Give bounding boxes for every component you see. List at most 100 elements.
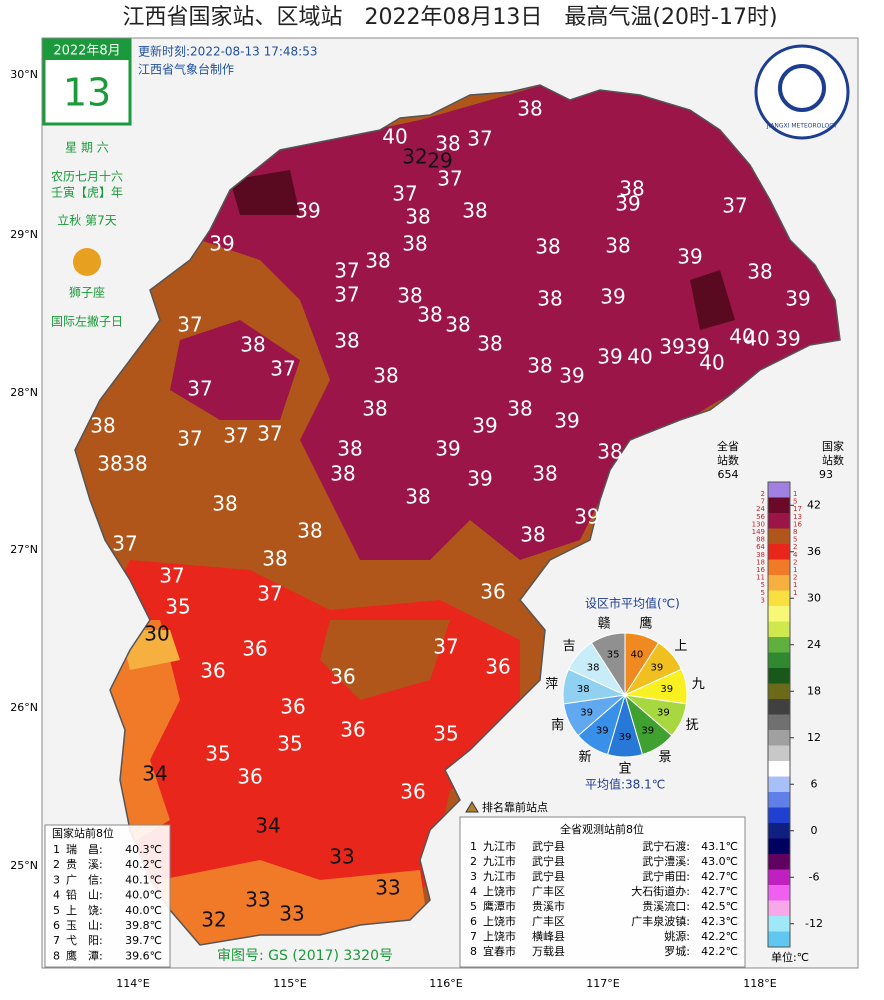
lon-label: 118°E (743, 977, 776, 990)
lat-label: 30°N (10, 68, 38, 81)
temperature-value: 38 (334, 329, 359, 353)
temperature-value: 40 (382, 125, 407, 149)
province-count: 11 (756, 574, 765, 582)
national-count: 2 (793, 543, 797, 551)
temperature-value: 37 (433, 635, 458, 659)
temperature-value: 37 (187, 377, 212, 401)
temperature-value: 39 (554, 409, 579, 433)
temperature-value: 38 (362, 397, 387, 421)
pie-value: 39 (596, 725, 609, 736)
national-count: 13 (793, 513, 802, 521)
province-cell: 7 (470, 930, 477, 943)
national-count: 2 (793, 558, 797, 566)
pie-city: 赣 (598, 616, 611, 631)
province-cell: 贵溪市 (532, 899, 565, 913)
temperature-value: 38 (90, 414, 115, 438)
province-cell: 鹰潭市 (483, 899, 516, 913)
temperature-value: 39 (684, 335, 709, 359)
approval: 审图号: GS (2017) 3320号 (217, 948, 393, 964)
marker-legend: 排名靠前站点 (482, 800, 548, 814)
logo-text: JIANGXI METEOROLOGY (766, 123, 838, 130)
province-count: 5 (761, 581, 765, 589)
temperature-value: 38 (212, 492, 237, 516)
temperature-value: 38 (477, 332, 502, 356)
marker-icon (465, 801, 479, 813)
province-count: 24 (756, 505, 765, 513)
temperature-value: 38 (405, 205, 430, 229)
temperature-value: 37 (257, 582, 282, 606)
colorbar-tick-label: 24 (807, 638, 821, 651)
national-count: 1 (793, 581, 797, 589)
national-count: 5 (793, 498, 797, 506)
national-cell: 8 (53, 949, 60, 962)
colorbar-segment (768, 482, 790, 498)
national-count: 5 (793, 536, 797, 544)
province-cell: 武宁石渡: (642, 839, 690, 853)
temperature-value: 39 (472, 414, 497, 438)
lon-labels: 114°E 115°E 116°E 117°E 118°E (116, 977, 776, 990)
pie-city: 萍 (545, 677, 558, 692)
festival: 国际左撇子日 (51, 314, 123, 329)
colorbar-segment (768, 652, 790, 669)
colorbar-tick-label: 18 (807, 684, 821, 697)
temperature-value: 38 (537, 287, 562, 311)
calendar-month: 2022年8月 (53, 44, 120, 59)
temperature-value: 36 (340, 718, 365, 742)
national-count: 2 (793, 574, 797, 582)
temperature-value: 38 (97, 452, 122, 476)
colorbar-segment (768, 838, 790, 855)
national-cell: 39.7℃ (125, 934, 162, 947)
temperature-value: 33 (245, 888, 270, 912)
national-table-title: 国家站前8位 (52, 826, 114, 840)
province-cell: 宜春市 (483, 944, 516, 958)
pie-value: 38 (587, 662, 600, 673)
colorbar-segment (768, 559, 790, 576)
colorbar-segment (768, 885, 790, 901)
province-cell: 武宁甫田: (642, 869, 690, 883)
temperature-value: 39 (775, 327, 800, 351)
province-cell: 广丰区 (532, 885, 565, 898)
province-cell: 万载县 (532, 945, 565, 958)
province-count: 149 (752, 528, 765, 536)
temperature-value: 38 (597, 440, 622, 464)
province-cell: 武宁县 (532, 869, 565, 883)
temperature-value: 38 (445, 313, 470, 337)
national-cell: 7 (53, 934, 60, 947)
temperature-value: 35 (205, 742, 230, 766)
temperature-value: 38 (417, 303, 442, 327)
province-count: 3 (761, 596, 765, 604)
province-cell: 九江市 (483, 839, 516, 853)
colorbar-segment (768, 730, 790, 746)
title: 江西省国家站、区域站 2022年08月13日 最高气温(20时-17时) (122, 5, 777, 30)
national-table (44, 824, 171, 968)
national-cell: 40.0℃ (125, 889, 162, 902)
temperature-value: 38 (747, 260, 772, 284)
colorbar-tick-label: -6 (809, 870, 820, 883)
temperature-value: 39 (597, 345, 622, 369)
colorbar-segment (768, 699, 790, 715)
province-cell: 上饶市 (483, 914, 516, 928)
temperature-value: 39 (295, 199, 320, 223)
temperature-value: 32 (402, 145, 427, 169)
province-cell: 上饶市 (483, 884, 516, 898)
province-header: 站数 (717, 453, 739, 467)
province-cell: 上饶市 (483, 929, 516, 943)
temperature-value: 36 (280, 695, 305, 719)
unit: 单位:℃ (771, 950, 809, 964)
temperature-value: 38 (330, 462, 355, 486)
lat-label: 25°N (10, 859, 38, 872)
update-time: 更新时刻:2022-08-13 17:48:53 (138, 44, 318, 59)
national-cell: 广 信: (66, 873, 103, 886)
colorbar-segment (768, 528, 790, 545)
temperature-value: 38 (532, 462, 557, 486)
temperature-value: 39 (785, 287, 810, 311)
temperature-value: 37 (467, 127, 492, 151)
temperature-value: 38 (517, 97, 542, 121)
colorbar-segment (768, 807, 790, 824)
temperature-value: 38 (535, 235, 560, 259)
national-cell: 6 (53, 919, 60, 932)
temperature-value: 33 (375, 876, 400, 900)
province-cell: 42.7℃ (701, 870, 738, 883)
temperature-value: 38 (297, 519, 322, 543)
colorbar-segment (768, 637, 790, 653)
